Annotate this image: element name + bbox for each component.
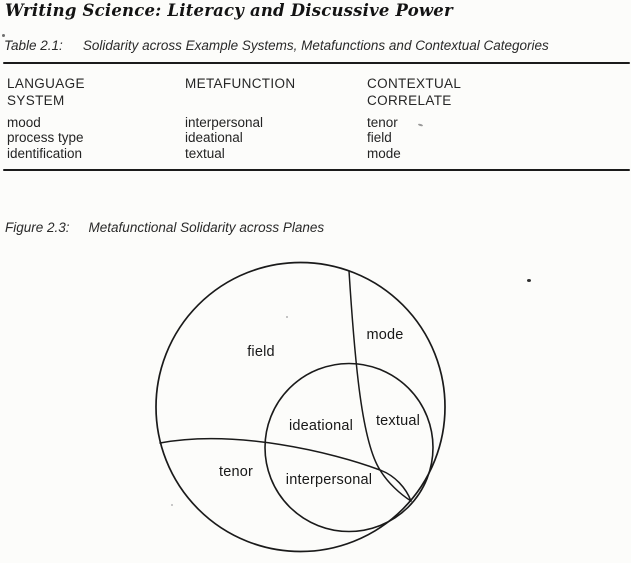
table-cell: field	[367, 130, 392, 146]
table-column-metafunction: interpersonal ideational textual	[185, 115, 263, 161]
table-cell: interpersonal	[185, 115, 264, 130]
figure-label-mode: mode	[366, 327, 404, 343]
table-header-line: SYSTEM	[7, 93, 65, 108]
page-title: Writing Science: Literacy and Discussive…	[5, 1, 453, 20]
figure-label-ideational: ideational	[288, 418, 354, 434]
scan-speck	[527, 279, 531, 282]
outer-circle-context	[155, 261, 446, 553]
table-cell: tenor	[367, 115, 398, 130]
scan-speck	[286, 316, 288, 318]
mode-divider-curve	[348, 270, 412, 502]
figure-label-field: field	[247, 344, 275, 360]
figure-caption-text: Metafunctional Solidarity across Planes	[88, 220, 325, 235]
table-bottom-rule	[3, 169, 630, 172]
figure-caption-label: Figure 2.3:	[5, 220, 70, 235]
table-column-language-system: mood process type identification	[7, 115, 84, 161]
table-header-line: METAFUNCTION	[185, 76, 296, 91]
table-caption-text: Solidarity across Example Systems, Metaf…	[82, 38, 549, 53]
table-cell: textual	[185, 145, 225, 161]
scan-speck	[2, 34, 5, 37]
table-cell: mode	[367, 145, 401, 161]
table-header-language-system: LANGUAGE SYSTEM	[7, 75, 85, 109]
table-header-line: CORRELATE	[367, 93, 452, 108]
table-cell: identification	[7, 145, 83, 161]
table-header-contextual-correlate: CONTEXTUAL CORRELATE	[367, 75, 461, 109]
table-caption: Table 2.1: Solidarity across Example Sys…	[4, 38, 549, 53]
table-top-rule	[3, 62, 630, 65]
tenor-divider-curve	[159, 438, 412, 502]
table-cell: ideational	[185, 130, 243, 146]
table-header-line: LANGUAGE	[7, 76, 85, 91]
figure-label-tenor: tenor	[218, 464, 254, 480]
table-column-contextual-correlate: tenor field mode	[367, 115, 401, 161]
figure-label-textual: textual	[375, 413, 421, 429]
table-header-line: CONTEXTUAL	[367, 76, 462, 91]
table-header-metafunction: METAFUNCTION	[185, 75, 295, 92]
figure-caption: Figure 2.3: Metafunctional Solidarity ac…	[5, 220, 324, 235]
table-cell: process type	[7, 130, 84, 146]
scan-speck	[171, 504, 173, 506]
inner-circle-metafunction	[264, 362, 434, 533]
table-caption-label: Table 2.1:	[4, 38, 63, 53]
figure-label-interpersonal: interpersonal	[285, 472, 373, 488]
table-cell: mood	[7, 115, 41, 130]
